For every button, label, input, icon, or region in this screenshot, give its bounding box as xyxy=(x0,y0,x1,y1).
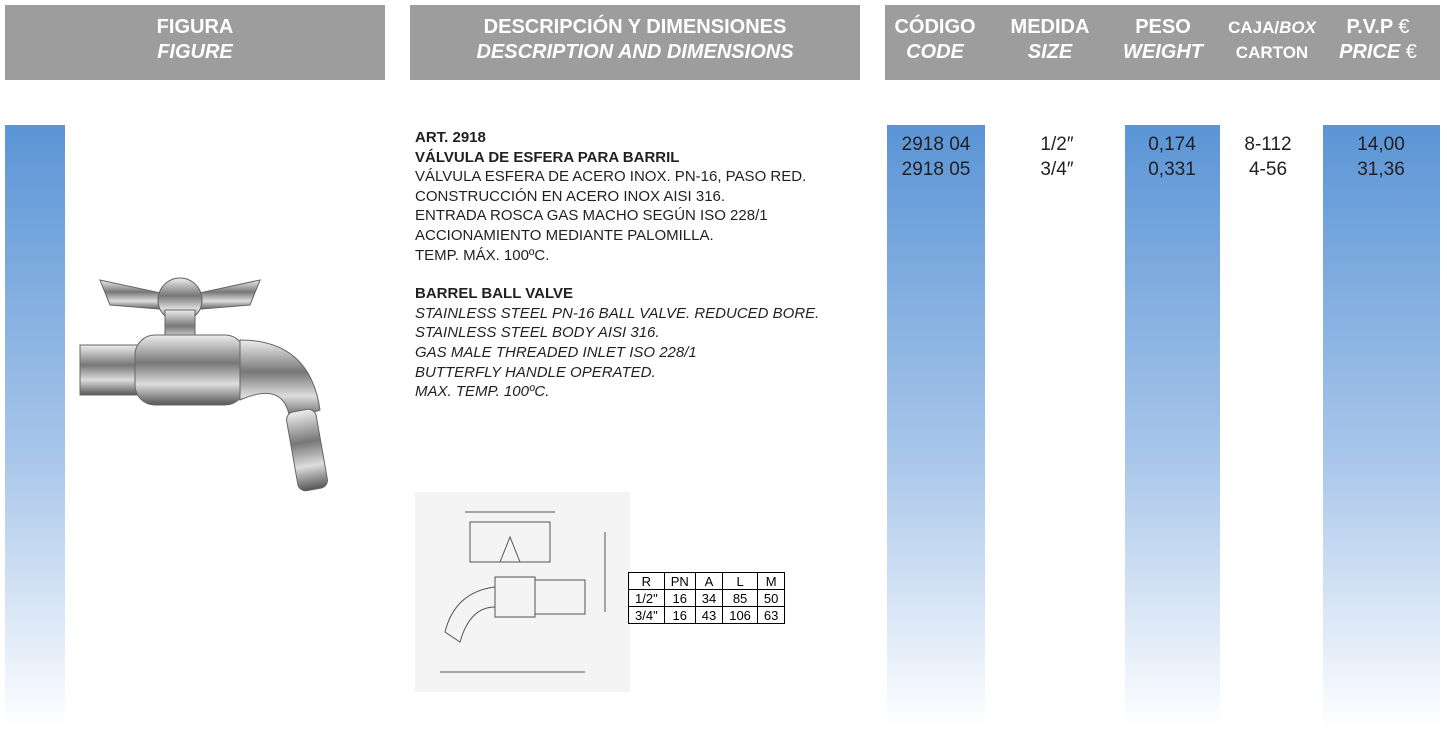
description-line: STAINLESS STEEL PN-16 BALL VALVE. REDUCE… xyxy=(415,304,820,322)
size-cell: 3/4″ xyxy=(1040,159,1074,180)
code-cell: 2918 04 xyxy=(901,134,971,155)
lines-en: STAINLESS STEEL PN-16 BALL VALVE. REDUCE… xyxy=(415,304,819,402)
table-cell: 1/2" xyxy=(628,589,665,607)
table-cell: 16 xyxy=(663,589,696,607)
text: CARTON xyxy=(1235,43,1309,62)
column-band xyxy=(1323,125,1440,730)
description-line: MAX. TEMP. 100ºC. xyxy=(415,383,550,401)
text: PESO xyxy=(1135,16,1191,38)
table-cell: 3/4" xyxy=(628,606,665,624)
price-cell: 31,36 xyxy=(1357,159,1405,180)
table-row: 3/4" 16 43 106 63 xyxy=(628,606,786,624)
lines-es: VÁLVULA ESFERA DE ACERO INOX. PN-16, PAS… xyxy=(415,167,819,265)
article: ART. 2918 xyxy=(415,129,486,146)
code-cell: 2918 05 xyxy=(901,159,971,180)
text: SIZE xyxy=(1027,41,1073,63)
text: CÓDIGO xyxy=(894,16,976,38)
text: CAJA/ xyxy=(1228,18,1280,37)
text: WEIGHT xyxy=(1123,41,1203,63)
technical-drawing xyxy=(415,492,630,692)
description-line: GAS MALE THREADED INLET ISO 228/1 xyxy=(415,343,697,361)
size-cell: 1/2″ xyxy=(1040,134,1074,155)
description-line: BUTTERFLY HANDLE OPERATED. xyxy=(415,363,656,381)
description-line: ACCIONAMIENTO MEDIANTE PALOMILLA. xyxy=(415,226,714,244)
column-band xyxy=(1125,125,1220,730)
table-header-cell: L xyxy=(722,572,758,590)
text: FIGURA xyxy=(156,16,234,38)
header-columns-box xyxy=(885,5,1440,80)
text: MEDIDA xyxy=(1010,16,1090,38)
description-line: STAINLESS STEEL BODY AISI 316. xyxy=(415,324,660,342)
header-price: P.V.P € PRICE € xyxy=(1339,15,1417,65)
description-line: ENTRADA ROSCA GAS MACHO SEGÚN ISO 228/1 xyxy=(415,207,768,225)
table-cell: 85 xyxy=(722,589,758,607)
header-size: MEDIDA SIZE xyxy=(1011,15,1090,65)
header-description-box xyxy=(410,5,860,80)
header-description: DESCRIPCIÓN Y DIMENSIONES DESCRIPTION AND… xyxy=(476,15,793,65)
valve-image xyxy=(79,277,328,492)
price-cell: 14,00 xyxy=(1357,134,1405,155)
text: DESCRIPTION AND DIMENSIONS xyxy=(476,41,794,63)
description-line: CONSTRUCCIÓN EN ACERO INOX AISI 316. xyxy=(415,187,726,205)
text: CODE xyxy=(906,41,964,63)
weight-cell: 0,174 xyxy=(1148,134,1196,155)
column-band xyxy=(5,125,65,730)
header-weight: PESO WEIGHT xyxy=(1123,15,1203,65)
table-cell: 16 xyxy=(663,606,696,624)
table-cell: 106 xyxy=(722,606,758,624)
text: PRICE xyxy=(1339,41,1401,63)
description-line: VÁLVULA ESFERA DE ACERO INOX. PN-16, PAS… xyxy=(415,168,807,186)
table-cell: 63 xyxy=(756,606,786,624)
description: ART. 2918 VÁLVULA DE ESFERA PARA BARRIL … xyxy=(415,128,819,402)
table-row: 1/2" 16 34 85 50 xyxy=(628,589,786,607)
title-es: VÁLVULA DE ESFERA PARA BARRIL xyxy=(415,148,680,166)
title-en: BARREL BALL VALVE xyxy=(415,285,574,303)
column-band xyxy=(887,125,985,730)
header-figure-box xyxy=(5,5,385,80)
table-cell: 43 xyxy=(694,606,724,624)
table-header-cell: R xyxy=(628,572,665,590)
table-header-cell: M xyxy=(756,572,786,590)
carton-cell: 4-56 xyxy=(1248,159,1288,180)
text: FIGURE xyxy=(157,41,233,63)
carton-cell: 8-112 xyxy=(1244,134,1292,155)
header-code: CÓDIGO CODE xyxy=(894,15,975,65)
description-line: TEMP. MÁX. 100ºC. xyxy=(415,246,550,264)
table-cell: 34 xyxy=(694,589,724,607)
text: € xyxy=(1398,16,1410,38)
text: € xyxy=(1405,41,1417,63)
text: P.V.P xyxy=(1346,16,1393,38)
text: DESCRIPCIÓN Y DIMENSIONES xyxy=(483,16,787,38)
table-header-cell: PN xyxy=(663,572,696,590)
table-header-cell: A xyxy=(694,572,724,590)
weight-cell: 0,331 xyxy=(1148,159,1196,180)
text: BOX xyxy=(1279,18,1316,37)
table-row: R PN A L M xyxy=(628,572,786,590)
header-figure: FIGURA FIGURE xyxy=(157,15,234,65)
table-cell: 50 xyxy=(756,589,786,607)
header-carton: CAJA/BOX CARTON xyxy=(1228,15,1316,65)
dimensions-table: R PN A L M 1/2" 16 34 85 50 3/4" 16 43 106 63 xyxy=(628,572,786,624)
